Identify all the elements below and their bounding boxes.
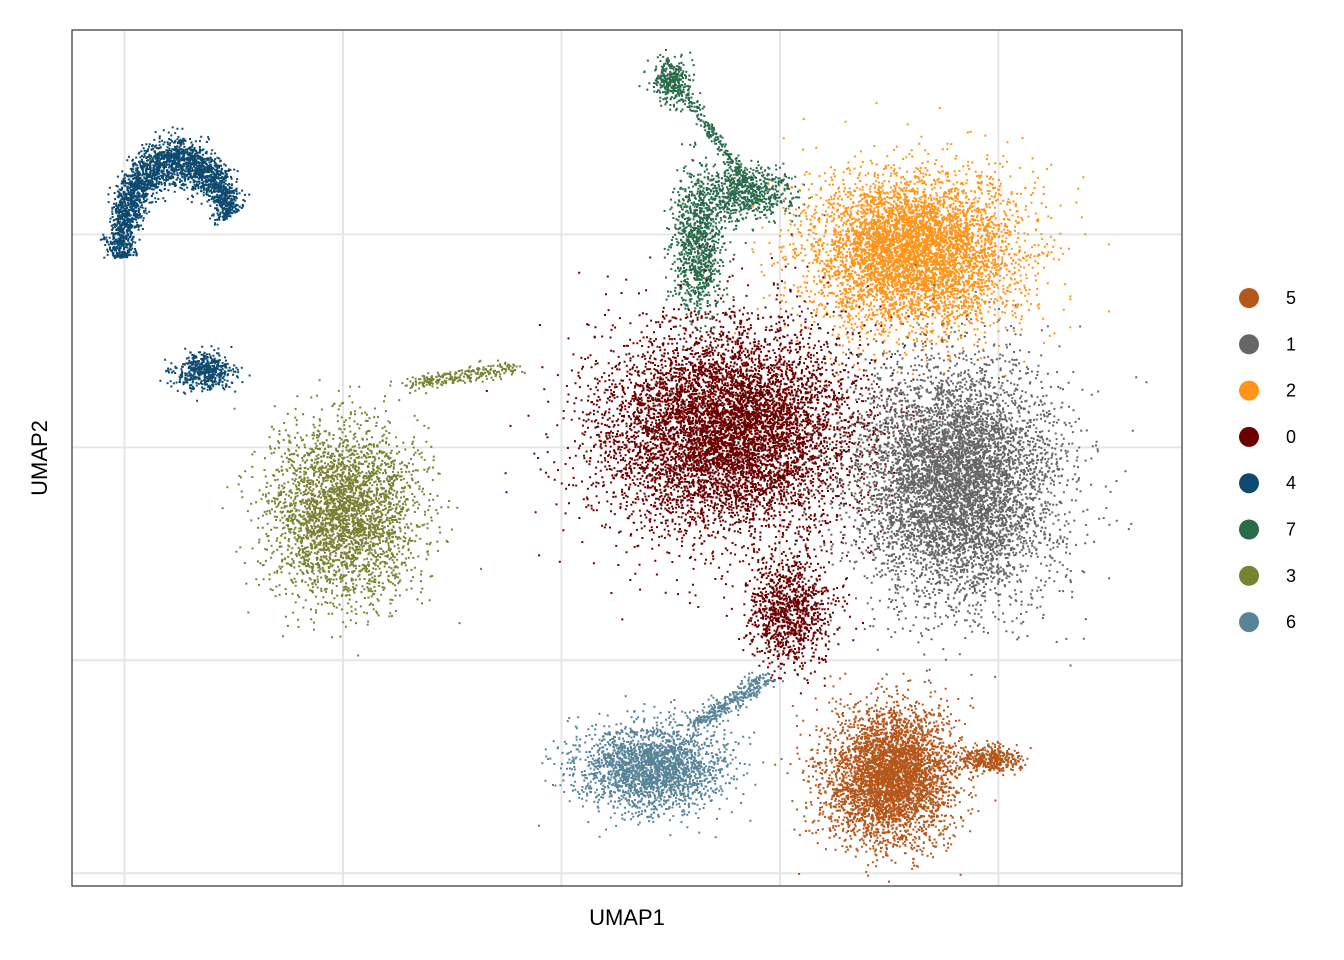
- cluster-7-points-5: [673, 154, 826, 236]
- legend-item-4: 4: [1239, 473, 1296, 494]
- legend-key-3: [1239, 565, 1259, 586]
- cluster-2-points-8: [734, 101, 1110, 377]
- legend-label-2: 2: [1286, 381, 1296, 401]
- legend-item-0: 0: [1239, 426, 1296, 447]
- legend-item-2: 2: [1239, 380, 1296, 401]
- cluster-5-points-15: [935, 739, 1032, 778]
- legend-key-7: [1239, 519, 1259, 540]
- legend-label-0: 0: [1286, 427, 1296, 447]
- cluster-6-points-13: [686, 671, 784, 733]
- legend-label-6: 6: [1286, 612, 1296, 632]
- legend-item-5: 5: [1239, 288, 1296, 308]
- data-points: [99, 49, 1148, 883]
- legend-item-7: 7: [1239, 519, 1296, 540]
- legend-key-5: [1239, 288, 1259, 308]
- legend-key-4: [1239, 473, 1259, 494]
- cluster-3-points-3: [401, 359, 526, 395]
- cluster-5-points-14: [774, 672, 997, 883]
- legend-key-2: [1239, 380, 1259, 401]
- cluster-4-points-0: [99, 126, 251, 260]
- legend-label-4: 4: [1286, 473, 1296, 493]
- y-axis-title: UMAP2: [27, 420, 52, 496]
- legend-item-1: 1: [1239, 334, 1296, 355]
- cluster-3-points-2: [221, 379, 482, 657]
- cluster-0-points-9: [485, 233, 964, 635]
- cluster-6-points-12: [538, 695, 798, 839]
- cluster-7-points-6: [638, 49, 702, 113]
- plot-panel-border: [71, 29, 1183, 887]
- legend-key-6: [1239, 612, 1259, 633]
- cluster-0-points-10: [725, 524, 864, 695]
- legend-item-3: 3: [1239, 565, 1296, 586]
- legend-item-6: 6: [1239, 612, 1296, 633]
- legend-label-3: 3: [1286, 566, 1296, 586]
- x-axis-title: UMAP1: [589, 905, 665, 930]
- cluster-1-points-11: [777, 263, 1148, 682]
- legend-label-1: 1: [1286, 334, 1296, 354]
- legend-key-0: [1239, 426, 1259, 447]
- legend-label-5: 5: [1286, 288, 1296, 308]
- legend-label-7: 7: [1286, 520, 1296, 540]
- cluster-4-points-1: [159, 345, 251, 402]
- legend-key-1: [1239, 334, 1259, 355]
- cluster-7-points-4: [663, 134, 747, 337]
- cluster-7-points-7: [680, 91, 757, 185]
- legend: 5 1 2 0 4 7 3 6: [1239, 288, 1296, 633]
